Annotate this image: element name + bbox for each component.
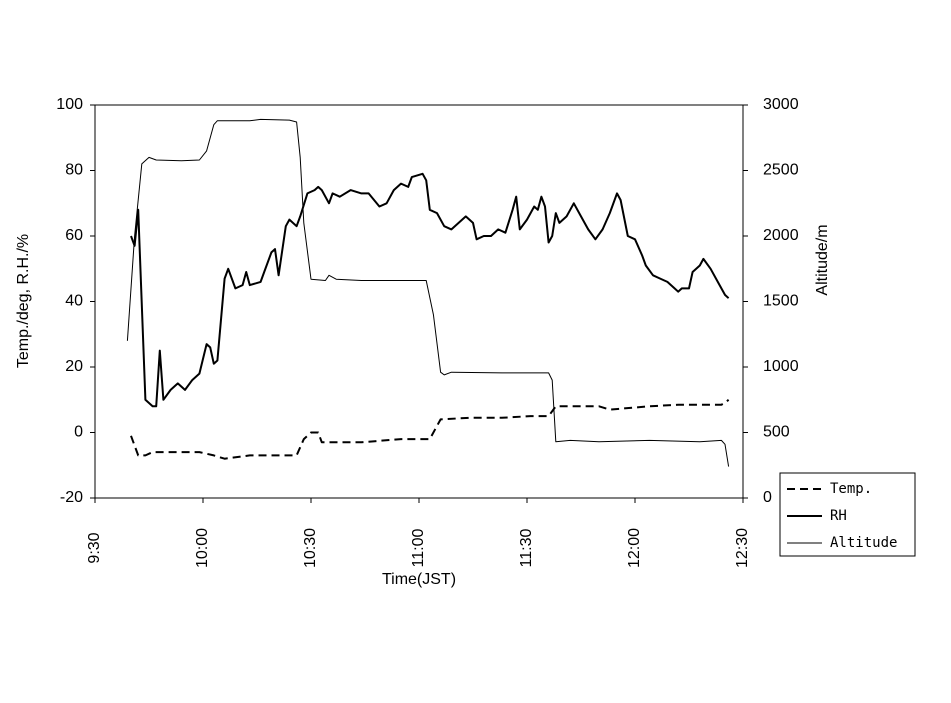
y-tick-label: 0 xyxy=(74,424,83,441)
y-tick-label: 40 xyxy=(65,293,83,310)
legend-label: Altitude xyxy=(830,535,897,551)
series-line xyxy=(130,399,730,460)
y2-tick-label: 1500 xyxy=(763,293,799,310)
y-tick-label: 100 xyxy=(56,96,83,113)
x-tick-label: 10:00 xyxy=(194,528,211,568)
x-tick-label: 11:30 xyxy=(518,528,535,567)
series-line xyxy=(126,118,730,467)
y-axis-label: Temp./deg, R.H./% xyxy=(15,234,32,368)
plot-frame xyxy=(94,104,744,499)
series-line xyxy=(130,172,730,408)
legend-box xyxy=(779,472,916,557)
y2-tick-label: 0 xyxy=(763,489,772,506)
y-tick-label: 80 xyxy=(65,162,83,179)
y2-tick-label: 2000 xyxy=(763,227,799,244)
y2-tick-label: 3000 xyxy=(763,96,799,113)
x-tick-label: 10:30 xyxy=(302,528,319,568)
x-tick-label: 12:30 xyxy=(734,528,751,568)
y-tick-label: -20 xyxy=(60,489,83,506)
y2-tick-label: 500 xyxy=(763,424,790,441)
y2-axis-label: Altitude/m xyxy=(814,224,831,295)
x-axis-label: Time(JST) xyxy=(382,571,456,588)
y-tick-label: 20 xyxy=(65,358,83,375)
y-tick-label: 60 xyxy=(65,227,83,244)
y2-tick-label: 1000 xyxy=(763,358,799,375)
x-tick-label: 9:30 xyxy=(86,532,103,563)
y2-tick-label: 2500 xyxy=(763,162,799,179)
legend-label: RH xyxy=(830,508,847,524)
legend-label: Temp. xyxy=(830,481,872,497)
x-tick-label: 11:00 xyxy=(410,528,427,567)
x-tick-label: 12:00 xyxy=(626,528,643,568)
